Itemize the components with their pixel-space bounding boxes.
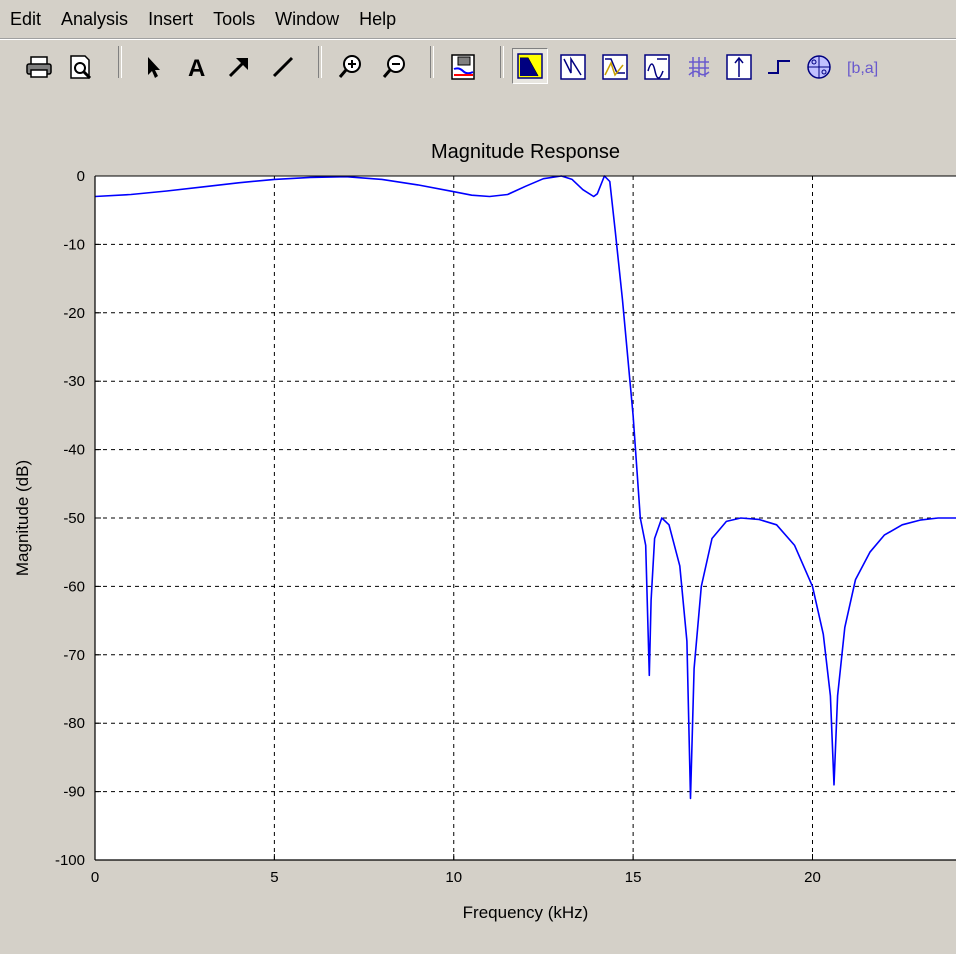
magnitude-response-button[interactable]: [512, 48, 548, 84]
filter-coefficients-button[interactable]: [b,a]: [844, 50, 890, 84]
zoom-in-icon: [338, 55, 361, 78]
svg-text:[b,a]: [b,a]: [847, 60, 878, 77]
y-tick-label: -10: [63, 236, 85, 253]
select-arrow-icon: [148, 57, 160, 78]
impulse-response-icon: [726, 54, 752, 80]
x-tick-label: 0: [91, 869, 99, 886]
y-axis-label: Magnitude (dB): [13, 460, 32, 576]
x-tick-label: 5: [270, 869, 278, 886]
insert-arrow-button[interactable]: [222, 50, 256, 84]
menu-help[interactable]: Help: [359, 9, 397, 29]
menu-bar: Edit Analysis Insert Tools Window Help: [0, 0, 956, 39]
menu-edit[interactable]: Edit: [10, 9, 42, 29]
toolbar-separator: [118, 46, 122, 78]
y-tick-label: -70: [63, 647, 85, 664]
insert-line-button[interactable]: [266, 50, 300, 84]
y-tick-label: -20: [63, 305, 85, 322]
phase-response-icon: [560, 54, 586, 80]
insert-text-icon: A: [188, 55, 205, 80]
series-line-0: [94, 175, 956, 800]
print-icon: [26, 56, 52, 78]
zoom-out-icon: [382, 55, 405, 78]
filter-specs-icon: [451, 54, 475, 80]
y-tick-label: -100: [55, 852, 85, 869]
menu-analysis[interactable]: Analysis: [61, 9, 129, 29]
toolbar: A: [0, 39, 956, 120]
insert-text-button[interactable]: A: [180, 50, 214, 84]
phase-delay-button[interactable]: [682, 50, 716, 84]
step-response-icon: [768, 60, 790, 74]
toolbar-separator: [430, 46, 434, 78]
print-preview-icon: [70, 55, 92, 80]
toolbar-separator: [318, 46, 322, 78]
insert-arrow-icon: [228, 58, 248, 78]
select-button[interactable]: [136, 50, 170, 84]
phase-response-button[interactable]: [556, 50, 590, 84]
y-tick-label: -50: [63, 510, 85, 527]
chart-title: Magnitude Response: [431, 141, 620, 163]
pole-zero-button[interactable]: [802, 50, 836, 84]
zoom-out-button[interactable]: [378, 50, 412, 84]
zoom-in-button[interactable]: [334, 50, 368, 84]
y-tick-label: -60: [63, 578, 85, 595]
group-delay-icon: [644, 54, 670, 80]
step-response-button[interactable]: [762, 50, 796, 84]
group-delay-button[interactable]: [640, 50, 674, 84]
grid: [95, 176, 956, 860]
filter-coefficients-icon: [b,a]: [847, 60, 878, 77]
x-tick-label: 15: [625, 869, 642, 886]
menu-insert[interactable]: Insert: [148, 9, 194, 29]
impulse-response-button[interactable]: [722, 50, 756, 84]
y-tick-label: -30: [63, 373, 85, 390]
phase-delay-icon: [688, 57, 710, 77]
x-tick-label: 20: [804, 869, 821, 886]
y-tick-label: -40: [63, 442, 85, 459]
y-tick-label: -90: [63, 784, 85, 801]
insert-line-icon: [272, 56, 294, 78]
y-tick-label: -80: [63, 715, 85, 732]
y-tick-label: 0: [77, 168, 85, 185]
print-preview-button[interactable]: [64, 50, 98, 84]
pole-zero-icon: [807, 55, 831, 79]
menu-window[interactable]: Window: [275, 9, 340, 29]
svg-text:A: A: [188, 55, 205, 80]
filter-specs-button[interactable]: [446, 50, 480, 84]
print-button[interactable]: [22, 50, 56, 84]
menu-tools[interactable]: Tools: [213, 9, 256, 29]
toolbar-separator: [500, 46, 504, 78]
x-tick-label: 10: [445, 869, 462, 886]
x-axis-label: Frequency (kHz): [463, 903, 589, 922]
magnitude-phase-button[interactable]: [598, 50, 632, 84]
magnitude-response-icon: [517, 53, 543, 79]
magnitude-phase-icon: [602, 54, 628, 80]
